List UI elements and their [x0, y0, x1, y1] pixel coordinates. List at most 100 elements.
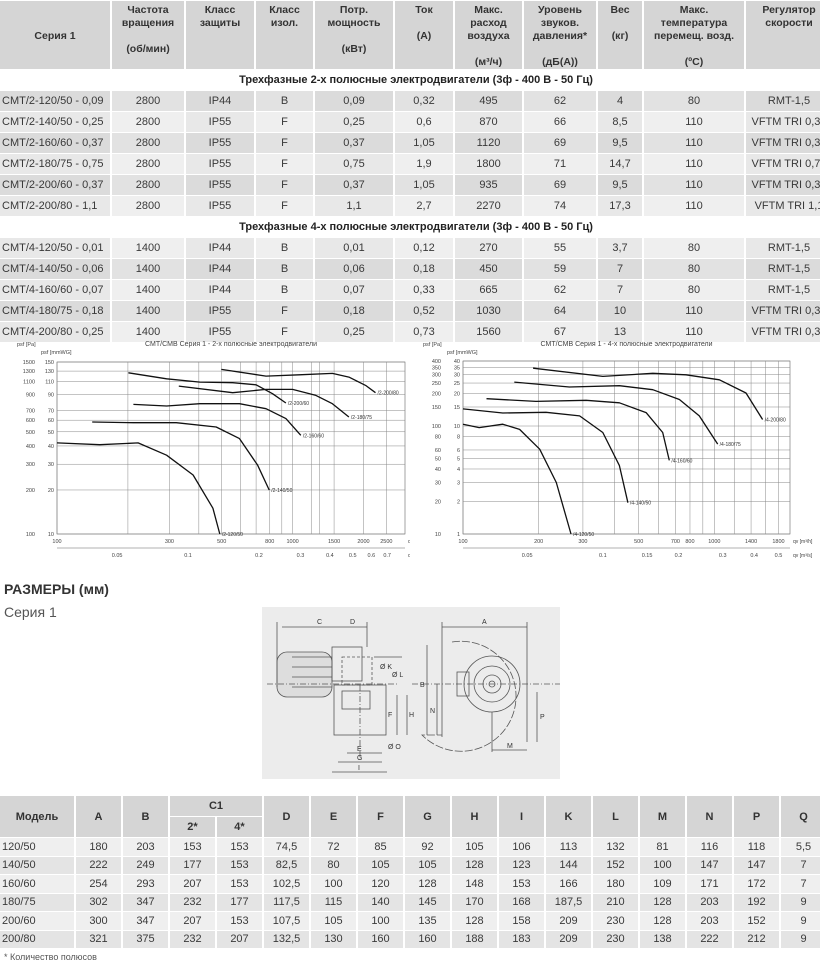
series-label: /2-200/80 [378, 391, 399, 397]
table-cell: VFTM TRI 0,37 [746, 175, 820, 195]
table-cell: 192 [734, 893, 779, 911]
table-cell: F [256, 196, 313, 216]
model-cell: CMT/4-200/80 - 0,25 [0, 322, 110, 342]
table-row: CMT/4-200/80 - 0,25 1400 IP55 F 0,25 0,73 1560… [0, 322, 820, 342]
table-cell: 293 [123, 875, 168, 893]
table-cell: 160 [358, 930, 403, 948]
y-tick-label-mmwg: 50 [48, 430, 54, 436]
y-tick-label-mmwg: 35 [454, 365, 460, 371]
table-cell: 153 [499, 875, 544, 893]
table-cell: 1400 [112, 322, 184, 342]
x2-tick-label: 0.2 [255, 553, 263, 559]
model-cell: CMT/2-180/75 - 0,75 [0, 154, 110, 174]
table-cell: IP55 [186, 112, 254, 132]
table-cell: 128 [640, 893, 685, 911]
table-cell: 0,06 [315, 259, 393, 279]
table-cell: 1,05 [395, 175, 453, 195]
column-header: Макс. температура перемещ. возд. (ºС) [644, 1, 744, 69]
table-cell: 2,7 [395, 196, 453, 216]
group-title: Трехфазные 4-х полюсные электродвигатели… [0, 217, 820, 237]
table-cell: 153 [217, 875, 262, 893]
table-cell: 9 [781, 893, 820, 911]
footnote: * Количество полюсов [4, 952, 97, 962]
y-tick-label-pa: 20 [435, 499, 441, 505]
table-cell: 1120 [455, 133, 522, 153]
table-cell: 147 [687, 856, 732, 874]
table-cell: 123 [499, 856, 544, 874]
column-header: D [264, 796, 309, 837]
table-cell: 152 [734, 912, 779, 930]
column-header-unit: (А) [416, 30, 432, 42]
dim-label-e: E [357, 746, 362, 753]
column-header: Модель [0, 796, 74, 837]
y-tick-label-pa: 200 [432, 392, 441, 398]
series-curve [133, 403, 302, 436]
table-cell: 0,37 [315, 175, 393, 195]
table-cell: 177 [170, 856, 215, 874]
column-header-title: Регулятор скорости [762, 4, 816, 29]
table-cell: 180 [593, 875, 638, 893]
dimensions-heading: РАЗМЕРЫ (мм) [4, 581, 109, 597]
table-cell: 130 [311, 930, 356, 948]
x-tick-label: 2000 [357, 539, 369, 545]
table-row: 200/60 300 347 207 153 107,5 105 100 135 128 158 20… [0, 912, 820, 930]
table-cell: 158 [499, 912, 544, 930]
x-tick-label: 1000 [708, 539, 720, 545]
dim-label-d: D [350, 619, 355, 626]
model-cell: CMT/2-200/60 - 0,37 [0, 175, 110, 195]
x-tick-label: 500 [634, 539, 643, 545]
model-cell: 200/80 [0, 930, 74, 948]
table-cell: 144 [546, 856, 591, 874]
table-cell: 450 [455, 259, 522, 279]
y-tick-label-pa: 50 [435, 457, 441, 463]
series-label: /2-120/50 [222, 532, 243, 538]
table-cell: 1400 [112, 259, 184, 279]
table-cell: B [256, 259, 313, 279]
table-cell: 9 [781, 930, 820, 948]
table-cell: 138 [640, 930, 685, 948]
x-tick-label: 800 [265, 539, 274, 545]
table-cell: B [256, 238, 313, 258]
x-tick-label: 300 [165, 539, 174, 545]
table-cell: 140 [358, 893, 403, 911]
dim-label-o: Ø O [388, 744, 401, 751]
x2-tick-label: 0.05 [112, 553, 123, 559]
column-header: A [76, 796, 121, 837]
table-cell: 85 [358, 838, 403, 856]
column-header: N [687, 796, 732, 837]
y-tick-label-pa: 30 [435, 480, 441, 486]
table-cell: 152 [593, 856, 638, 874]
dim-label-p: P [540, 714, 545, 721]
y-tick-label-mmwg: 70 [48, 408, 54, 414]
x2-tick-label: 0.15 [642, 553, 653, 559]
table-cell: 1,9 [395, 154, 453, 174]
table-cell: IP55 [186, 322, 254, 342]
table-cell: 665 [455, 280, 522, 300]
table-cell: 168 [499, 893, 544, 911]
table-cell: 82,5 [264, 856, 309, 874]
table-cell: 187,5 [546, 893, 591, 911]
x-tick-label: 1500 [328, 539, 340, 545]
x2-tick-label: 0.2 [675, 553, 683, 559]
y-tick-label-pa: 1300 [23, 369, 35, 375]
table-cell: 132 [593, 838, 638, 856]
column-header: P [734, 796, 779, 837]
table-cell: 69 [524, 133, 596, 153]
table-cell: 109 [640, 875, 685, 893]
x-tick-label: 1400 [745, 539, 757, 545]
series-curve [533, 367, 764, 420]
table-row: CMT/4-120/50 - 0,01 1400 IP44 B 0,01 0,12 270 5… [0, 238, 820, 258]
table-cell: 117,5 [264, 893, 309, 911]
table-cell: 347 [123, 893, 168, 911]
table-row: CMT/2-160/60 - 0,37 2800 IP55 F 0,37 1,05 1120… [0, 133, 820, 153]
table-cell: 128 [640, 912, 685, 930]
y-tick-label-mmwg: 20 [48, 488, 54, 494]
column-header: Частота вращения (об/мин) [112, 1, 184, 69]
dim-label-i: I [358, 765, 360, 772]
table-row: 120/50 180 203 153 153 74,5 72 85 92 105 106 113 132… [0, 838, 820, 856]
table-cell: 105 [311, 912, 356, 930]
table-cell: 321 [76, 930, 121, 948]
table-cell: 1030 [455, 301, 522, 321]
y-tick-label-pa: 1500 [23, 360, 35, 366]
series-curve [486, 398, 670, 461]
